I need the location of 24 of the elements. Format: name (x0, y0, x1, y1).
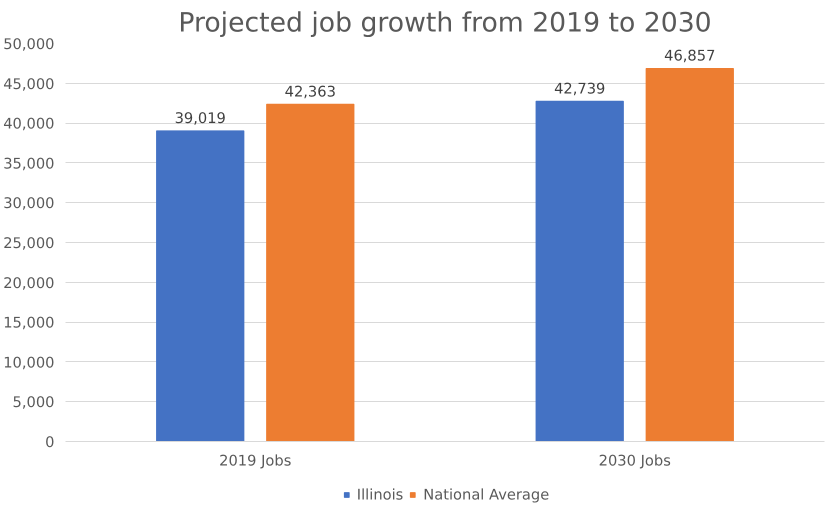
x-tick-label: 2019 Jobs (219, 452, 292, 470)
legend-label: National Average (423, 486, 550, 503)
data-label: 42,739 (554, 80, 606, 98)
y-tick-label: 15,000 (3, 314, 55, 332)
bar (646, 68, 734, 442)
bar (156, 130, 244, 442)
bar (536, 100, 624, 442)
y-tick-label: 0 (45, 434, 55, 451)
y-tick-label: 25,000 (3, 235, 55, 252)
y-tick-label: 30,000 (3, 195, 55, 212)
y-tick-label: 10,000 (3, 354, 55, 372)
legend-label: Illinois (356, 486, 404, 503)
bar (266, 104, 354, 442)
y-tick-label: 40,000 (3, 116, 55, 133)
y-tick-label: 5,000 (12, 394, 55, 412)
y-tick-label: 35,000 (3, 155, 55, 172)
y-tick-label: 50,000 (3, 36, 55, 53)
chart-title: Projected job growth from 2019 to 2030 (178, 8, 712, 38)
data-label: 39,019 (174, 110, 226, 127)
data-label: 42,363 (284, 83, 336, 100)
x-tick-label: 2030 Jobs (598, 452, 671, 470)
data-label: 46,857 (664, 48, 716, 65)
y-tick-label: 45,000 (3, 76, 55, 93)
y-tick-label: 20,000 (3, 274, 55, 292)
